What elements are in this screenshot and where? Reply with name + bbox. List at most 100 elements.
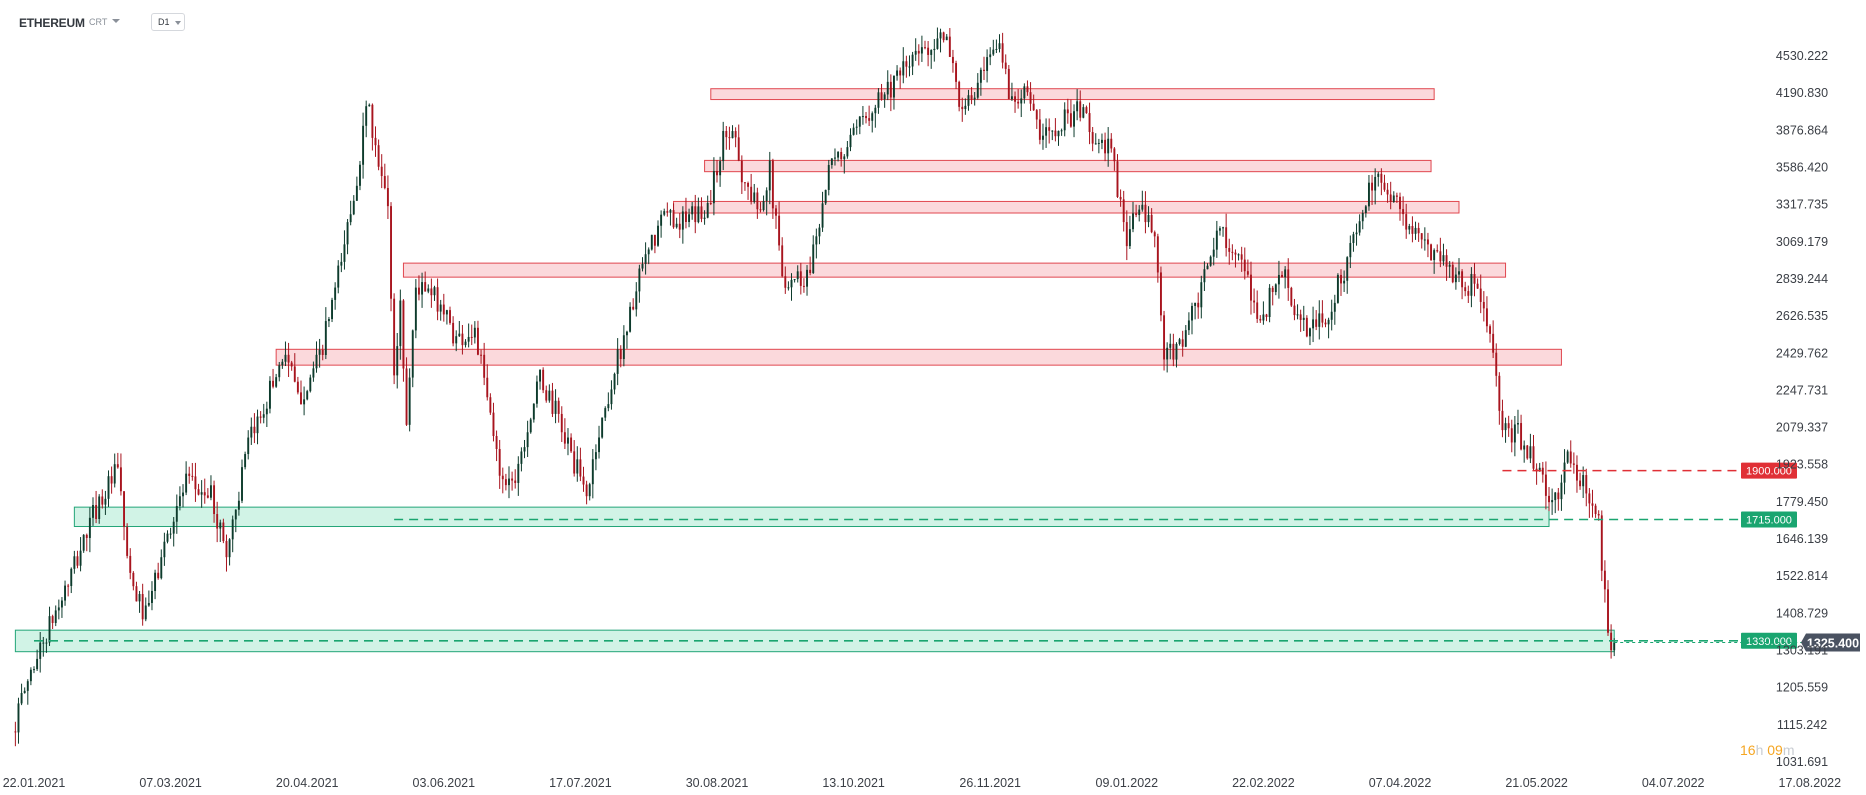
candle [287,342,290,378]
candle [1327,317,1330,339]
candle [892,75,895,110]
resistance-zone[interactable] [710,88,1435,101]
candle [1029,82,1032,111]
candle [430,278,433,308]
candle [579,447,582,482]
candle [942,31,945,43]
candle [911,51,914,76]
chevron-down-icon[interactable] [112,19,120,23]
candle [241,459,243,504]
x-tick-label: 07.03.2021 [139,776,202,790]
candle [98,494,101,524]
candle [765,187,768,216]
candle [1380,168,1383,196]
y-tick-label: 3876.864 [1776,123,1828,137]
candle [1330,299,1333,331]
candle [1482,291,1485,322]
candle [840,147,843,167]
candle [920,35,923,62]
candle [644,242,647,275]
candle [570,433,573,454]
candle [228,538,231,566]
candle [1383,174,1386,192]
candle [812,235,815,274]
candle [520,447,523,472]
y-tick-label: 2429.762 [1776,346,1828,360]
y-axis: 4530.222 4190.830 3876.864 3586.420 3317.735… [1776,49,1828,769]
candle [1172,333,1175,367]
candle [616,338,619,386]
level-label: 1900.000 [1741,462,1797,479]
candle [79,537,82,572]
candle [653,234,656,254]
candle [151,581,153,611]
candle [337,260,340,294]
candle [51,614,54,630]
resistance-zone[interactable] [673,200,1460,214]
candle [1563,449,1566,495]
candle [464,339,467,348]
current-price-value: 1325.400 [1807,636,1859,650]
candle [495,430,498,462]
candle [619,345,622,368]
candle [1178,337,1181,346]
candle [60,597,63,618]
candle [349,200,352,226]
x-tick-label: 26.11.2021 [959,776,1021,790]
candle [743,182,746,191]
candle [141,583,144,626]
instrument-type[interactable]: CRT [89,17,108,27]
candle [1184,325,1187,348]
candle [268,376,271,414]
candle [23,687,26,694]
candle [334,282,337,310]
candle [1312,306,1315,343]
timeframe-value: D1 [158,17,170,27]
candle [688,208,691,228]
candle [365,100,368,138]
candle [169,527,172,539]
support-zone[interactable] [73,506,1550,528]
candle [1057,130,1060,146]
resistance-zone[interactable] [704,159,1432,173]
candle [799,262,802,295]
candle [411,329,414,388]
timeframe-select[interactable]: D1 [151,13,185,31]
candle [1408,223,1411,235]
candle [896,65,899,81]
candle [1579,472,1582,490]
candle [939,28,942,53]
countdown-hours-unit: h [1755,742,1764,758]
candle [880,83,883,101]
resistance-zone[interactable] [275,348,1562,366]
candle [1243,247,1246,280]
level-value: 1900.000 [1746,466,1792,478]
symbol-name[interactable]: ETHEREUM [19,16,85,30]
candle [1032,94,1035,111]
candle [39,631,42,673]
candle [1439,237,1442,268]
candle [449,306,451,325]
candle [82,534,85,553]
candle [126,523,129,559]
candle [200,480,203,508]
candle [585,480,588,505]
y-tick-label: 4530.222 [1776,49,1828,63]
candle [1454,267,1457,290]
candle [1585,468,1588,507]
candle [1166,342,1169,373]
candle [1361,209,1364,230]
candle [138,590,141,613]
candle [216,501,219,543]
candle [421,272,424,308]
resistance-zone[interactable] [402,262,1507,278]
candle [1035,108,1038,129]
candle [1485,296,1488,333]
candle [1343,270,1346,292]
candle [492,402,495,442]
candle [865,111,867,124]
candle [20,683,23,706]
candle [424,271,427,292]
candle [1414,221,1417,240]
